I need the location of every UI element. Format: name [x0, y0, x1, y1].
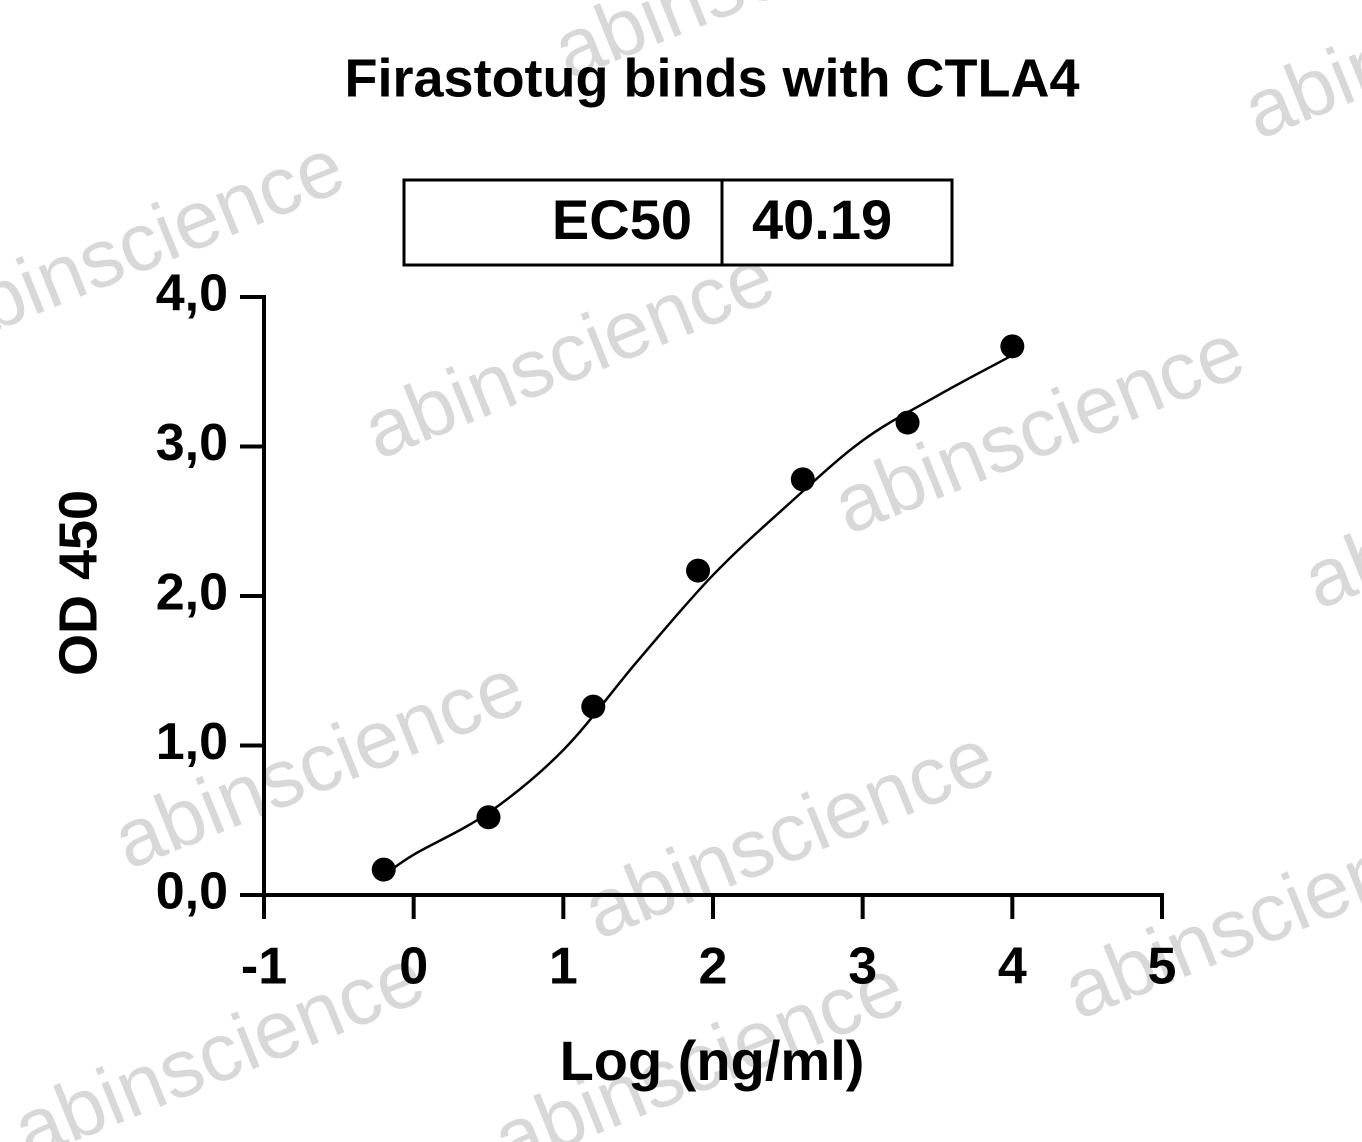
watermark: abinscience	[1, 930, 437, 1142]
x-tick-label: 1	[549, 938, 578, 996]
watermark: abinscience	[1291, 380, 1362, 627]
chart-title: Firastotug binds with CTLA4	[345, 48, 1080, 108]
y-tick-label: 1,0	[156, 713, 228, 771]
y-tick-label: 0,0	[156, 863, 228, 921]
data-point	[1000, 334, 1025, 359]
x-axis-label: Log (ng/ml)	[560, 1029, 865, 1092]
x-tick-label: 0	[399, 938, 428, 996]
watermark: abinscience	[1051, 790, 1362, 1037]
fit-curve	[383, 354, 1013, 877]
watermark: abinscience	[1231, 0, 1362, 157]
data-point	[686, 558, 711, 583]
x-tick-label: -1	[241, 938, 287, 996]
data-point	[581, 694, 606, 719]
y-tick-label: 3,0	[156, 414, 228, 472]
x-tick-label: 3	[848, 938, 877, 996]
ec50-value: 40.19	[752, 188, 892, 251]
watermark: abinscience	[351, 230, 787, 477]
x-tick-label: 2	[699, 938, 728, 996]
watermark: abinscience	[821, 305, 1257, 552]
y-tick-label: 4,0	[156, 265, 228, 323]
y-axis-label: OD 450	[48, 490, 108, 676]
data-point	[371, 857, 396, 882]
watermark: abinscience	[571, 710, 1007, 957]
ec50-label: EC50	[552, 188, 692, 251]
data-point	[476, 805, 501, 830]
x-tick-label: 5	[1148, 938, 1177, 996]
data-point	[790, 467, 815, 492]
watermark: abinscience	[0, 120, 356, 367]
data-point	[895, 410, 920, 435]
x-tick-label: 4	[998, 938, 1027, 996]
y-tick-label: 2,0	[156, 564, 228, 622]
ec50-box	[402, 178, 954, 267]
